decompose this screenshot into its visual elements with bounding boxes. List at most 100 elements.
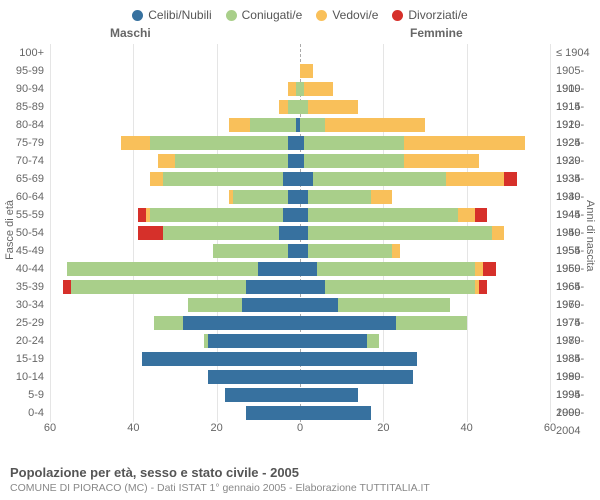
male-bar <box>188 298 300 312</box>
legend-swatch <box>316 10 327 21</box>
male-bar <box>225 388 300 402</box>
age-row: 25-291975-1979 <box>50 314 550 332</box>
age-label: 70-74 <box>0 152 50 170</box>
age-label: 30-34 <box>0 296 50 314</box>
bar-segment <box>300 388 358 402</box>
bar-segment <box>325 280 475 294</box>
bar-segment <box>121 136 150 150</box>
bar-segment <box>313 172 446 186</box>
y-axis-title-left: Fasce di età <box>4 200 16 260</box>
bar-segment <box>300 352 417 366</box>
age-label: 40-44 <box>0 260 50 278</box>
female-bar <box>300 298 450 312</box>
female-bar <box>300 172 517 186</box>
bar-segment <box>308 208 458 222</box>
age-label: 25-29 <box>0 314 50 332</box>
bar-segment <box>142 352 300 366</box>
bar-segment <box>213 244 288 258</box>
bar-segment <box>308 226 491 240</box>
rows-container: 100+≤ 190495-991905-190990-941910-191485… <box>50 44 550 422</box>
male-bar <box>138 208 300 222</box>
bar-segment <box>392 244 400 258</box>
chart-title: Popolazione per età, sesso e stato civil… <box>10 465 590 480</box>
x-tick-label: 60 <box>44 422 56 434</box>
legend-item: Celibi/Nubili <box>132 8 211 22</box>
bar-segment <box>250 118 296 132</box>
age-row: 95-991905-1909 <box>50 62 550 80</box>
bar-segment <box>283 208 300 222</box>
male-bar <box>158 154 300 168</box>
age-row: 15-191985-1989 <box>50 350 550 368</box>
bar-segment <box>304 136 404 150</box>
bar-segment <box>300 118 325 132</box>
bar-segment <box>300 190 308 204</box>
age-row: 50-541950-1954 <box>50 224 550 242</box>
bar-segment <box>288 136 301 150</box>
bar-segment <box>258 262 300 276</box>
pyramid-chart: 100+≤ 190495-991905-190990-941910-191485… <box>50 44 550 440</box>
male-bar <box>246 406 300 420</box>
bar-segment <box>175 154 288 168</box>
bar-segment <box>300 262 317 276</box>
bar-segment <box>300 64 313 78</box>
female-bar <box>300 406 371 420</box>
male-bar <box>204 334 300 348</box>
age-row: 5-91995-1999 <box>50 386 550 404</box>
bar-segment <box>504 172 517 186</box>
age-label: 100+ <box>0 44 50 62</box>
chart-subtitle: COMUNE DI PIORACO (MC) - Dati ISTAT 1° g… <box>10 482 590 494</box>
bar-segment <box>242 298 300 312</box>
bar-segment <box>150 172 163 186</box>
female-bar <box>300 190 392 204</box>
female-bar <box>300 226 504 240</box>
legend-label: Celibi/Nubili <box>148 8 211 22</box>
female-bar <box>300 262 496 276</box>
bar-segment <box>163 172 284 186</box>
age-row: 80-841920-1924 <box>50 116 550 134</box>
age-row: 100+≤ 1904 <box>50 44 550 62</box>
legend-swatch <box>392 10 403 21</box>
birth-year-label: ≤ 1904 <box>550 44 600 62</box>
age-label: 90-94 <box>0 80 50 98</box>
bar-segment <box>304 82 333 96</box>
bar-segment <box>300 226 308 240</box>
bar-segment <box>150 208 283 222</box>
age-row: 60-641940-1944 <box>50 188 550 206</box>
male-bar <box>121 136 300 150</box>
female-bar <box>300 82 333 96</box>
bar-segment <box>300 172 313 186</box>
bar-segment <box>300 244 308 258</box>
legend-item: Coniugati/e <box>226 8 303 22</box>
footer: Popolazione per età, sesso e stato civil… <box>10 465 590 494</box>
male-bar <box>67 262 300 276</box>
male-bar <box>229 190 300 204</box>
bar-segment <box>475 208 488 222</box>
legend-item: Divorziati/e <box>392 8 467 22</box>
female-bar <box>300 352 417 366</box>
bar-segment <box>475 262 483 276</box>
age-label: 95-99 <box>0 62 50 80</box>
age-label: 5-9 <box>0 386 50 404</box>
bar-segment <box>404 136 525 150</box>
x-tick-label: 0 <box>297 422 303 434</box>
bar-segment <box>446 172 504 186</box>
age-row: 55-591945-1949 <box>50 206 550 224</box>
age-label: 20-24 <box>0 332 50 350</box>
bar-segment <box>308 190 371 204</box>
female-bar <box>300 280 487 294</box>
age-row: 85-891915-1919 <box>50 98 550 116</box>
bar-segment <box>338 298 451 312</box>
bar-segment <box>150 136 288 150</box>
age-row: 65-691935-1939 <box>50 170 550 188</box>
bar-segment <box>404 154 479 168</box>
bar-segment <box>300 208 308 222</box>
bar-segment <box>304 154 404 168</box>
legend-label: Divorziati/e <box>408 8 467 22</box>
x-tick-label: 20 <box>377 422 389 434</box>
male-bar <box>208 370 300 384</box>
female-bar <box>300 244 400 258</box>
age-label: 15-19 <box>0 350 50 368</box>
legend-label: Vedovi/e <box>332 8 378 22</box>
female-bar <box>300 334 379 348</box>
legend-swatch <box>132 10 143 21</box>
